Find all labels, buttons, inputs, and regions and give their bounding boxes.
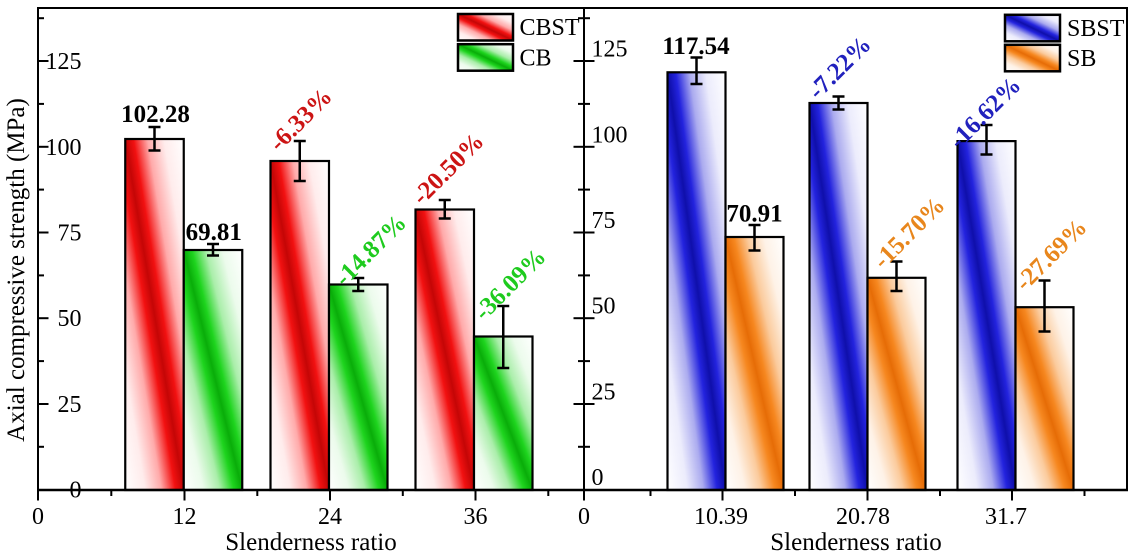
svg-text:CB: CB	[520, 46, 552, 72]
svg-text:69.81: 69.81	[186, 219, 242, 246]
svg-text:50: 50	[58, 306, 82, 332]
svg-text:75: 75	[592, 208, 616, 234]
svg-text:125: 125	[46, 49, 82, 75]
svg-text:-36.09%: -36.09%	[469, 243, 551, 325]
svg-text:-15.70%: -15.70%	[868, 192, 950, 274]
svg-text:0: 0	[578, 504, 590, 530]
svg-text:Axial compressive strength (MP: Axial compressive strength (MPa)	[3, 98, 30, 442]
svg-text:CBST: CBST	[520, 15, 580, 41]
svg-text:Slenderness ratio: Slenderness ratio	[770, 529, 941, 556]
svg-text:0: 0	[32, 504, 44, 530]
svg-text:0: 0	[592, 465, 604, 491]
svg-text:31.7: 31.7	[985, 504, 1027, 530]
svg-text:0: 0	[70, 478, 82, 504]
svg-text:-14.87%: -14.87%	[330, 209, 412, 291]
svg-text:25: 25	[592, 380, 616, 406]
svg-text:Slenderness ratio: Slenderness ratio	[225, 529, 396, 556]
svg-text:-20.50%: -20.50%	[407, 128, 489, 210]
svg-text:10.39: 10.39	[694, 504, 748, 530]
svg-text:125: 125	[592, 37, 628, 63]
svg-text:50: 50	[592, 294, 616, 320]
svg-text:25: 25	[58, 392, 82, 418]
svg-text:100: 100	[46, 135, 82, 161]
svg-text:75: 75	[58, 221, 82, 247]
svg-text:20.78: 20.78	[836, 504, 890, 530]
svg-text:70.91: 70.91	[726, 201, 782, 228]
svg-text:12: 12	[173, 504, 197, 530]
svg-text:-27.69%: -27.69%	[1010, 214, 1092, 296]
svg-text:SBST: SBST	[1067, 16, 1125, 42]
svg-text:102.28: 102.28	[121, 101, 190, 128]
svg-text:36: 36	[464, 504, 488, 530]
svg-text:-7.22%: -7.22%	[803, 31, 877, 105]
svg-text:SB: SB	[1067, 46, 1096, 72]
svg-text:24: 24	[318, 504, 342, 530]
svg-text:100: 100	[592, 122, 628, 148]
svg-text:117.54: 117.54	[662, 33, 730, 60]
